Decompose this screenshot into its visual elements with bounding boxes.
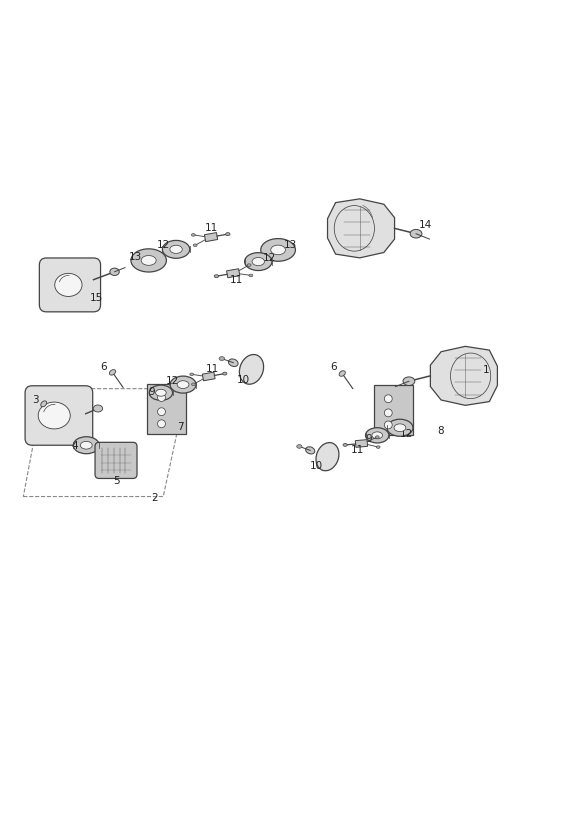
Ellipse shape xyxy=(384,395,392,403)
Ellipse shape xyxy=(193,244,197,246)
Ellipse shape xyxy=(141,255,156,265)
Text: 11: 11 xyxy=(351,446,364,456)
FancyBboxPatch shape xyxy=(374,386,413,435)
Text: 14: 14 xyxy=(419,221,432,231)
Ellipse shape xyxy=(372,432,382,439)
Ellipse shape xyxy=(80,442,92,449)
Ellipse shape xyxy=(177,381,189,388)
Text: 5: 5 xyxy=(113,475,120,486)
Ellipse shape xyxy=(245,253,272,270)
Ellipse shape xyxy=(376,446,380,448)
Ellipse shape xyxy=(157,394,166,401)
Text: 1: 1 xyxy=(482,365,489,375)
Text: 13: 13 xyxy=(284,241,297,250)
Text: 2: 2 xyxy=(151,494,158,503)
Text: 12: 12 xyxy=(263,253,276,263)
Ellipse shape xyxy=(343,443,347,447)
Ellipse shape xyxy=(271,245,286,255)
Ellipse shape xyxy=(192,383,195,386)
Polygon shape xyxy=(430,346,497,405)
Ellipse shape xyxy=(384,409,392,417)
Ellipse shape xyxy=(73,437,99,454)
Ellipse shape xyxy=(219,357,224,361)
Text: 8: 8 xyxy=(437,426,444,436)
Text: 10: 10 xyxy=(237,375,250,385)
Text: 15: 15 xyxy=(90,293,103,303)
Ellipse shape xyxy=(410,229,422,238)
Text: 3: 3 xyxy=(31,396,38,405)
Text: 6: 6 xyxy=(330,362,337,372)
Ellipse shape xyxy=(41,401,47,407)
Ellipse shape xyxy=(149,385,173,400)
Ellipse shape xyxy=(261,239,296,261)
Ellipse shape xyxy=(223,372,227,375)
Ellipse shape xyxy=(339,371,345,377)
Text: 10: 10 xyxy=(310,461,323,471)
Ellipse shape xyxy=(226,232,230,236)
Polygon shape xyxy=(355,440,368,447)
Ellipse shape xyxy=(163,241,189,258)
Text: 13: 13 xyxy=(129,252,142,262)
Ellipse shape xyxy=(316,442,339,471)
Ellipse shape xyxy=(229,359,238,367)
Ellipse shape xyxy=(110,370,115,375)
Ellipse shape xyxy=(403,377,415,386)
Text: 12: 12 xyxy=(157,241,170,250)
Ellipse shape xyxy=(252,258,265,265)
FancyBboxPatch shape xyxy=(40,258,101,311)
Ellipse shape xyxy=(305,447,315,454)
Ellipse shape xyxy=(384,421,392,428)
Text: 12: 12 xyxy=(401,429,413,439)
FancyBboxPatch shape xyxy=(95,442,137,479)
Ellipse shape xyxy=(297,445,302,448)
Text: 11: 11 xyxy=(205,223,217,233)
Ellipse shape xyxy=(240,354,264,384)
Ellipse shape xyxy=(170,246,182,254)
Ellipse shape xyxy=(366,428,389,443)
Ellipse shape xyxy=(157,408,166,415)
Ellipse shape xyxy=(375,436,379,438)
Text: 7: 7 xyxy=(177,422,184,432)
FancyBboxPatch shape xyxy=(147,384,186,434)
Polygon shape xyxy=(202,372,215,381)
Text: 9: 9 xyxy=(148,387,155,397)
Ellipse shape xyxy=(247,264,251,266)
Ellipse shape xyxy=(394,424,406,432)
Ellipse shape xyxy=(170,376,196,393)
Text: 9: 9 xyxy=(366,434,373,444)
Text: 6: 6 xyxy=(100,362,107,372)
Polygon shape xyxy=(328,199,395,258)
Ellipse shape xyxy=(93,405,103,412)
Ellipse shape xyxy=(156,389,166,396)
Ellipse shape xyxy=(214,274,219,278)
Ellipse shape xyxy=(191,233,195,236)
Polygon shape xyxy=(227,269,240,278)
Ellipse shape xyxy=(110,268,120,275)
Polygon shape xyxy=(205,232,217,241)
Ellipse shape xyxy=(55,274,82,297)
Ellipse shape xyxy=(190,373,194,376)
Text: 12: 12 xyxy=(166,376,178,386)
Ellipse shape xyxy=(249,274,253,277)
Ellipse shape xyxy=(38,402,70,429)
Text: 4: 4 xyxy=(71,441,78,451)
Text: 11: 11 xyxy=(230,275,243,285)
Ellipse shape xyxy=(131,249,166,272)
Ellipse shape xyxy=(387,419,413,436)
Ellipse shape xyxy=(157,420,166,428)
FancyBboxPatch shape xyxy=(25,386,93,445)
Text: 11: 11 xyxy=(206,364,219,374)
